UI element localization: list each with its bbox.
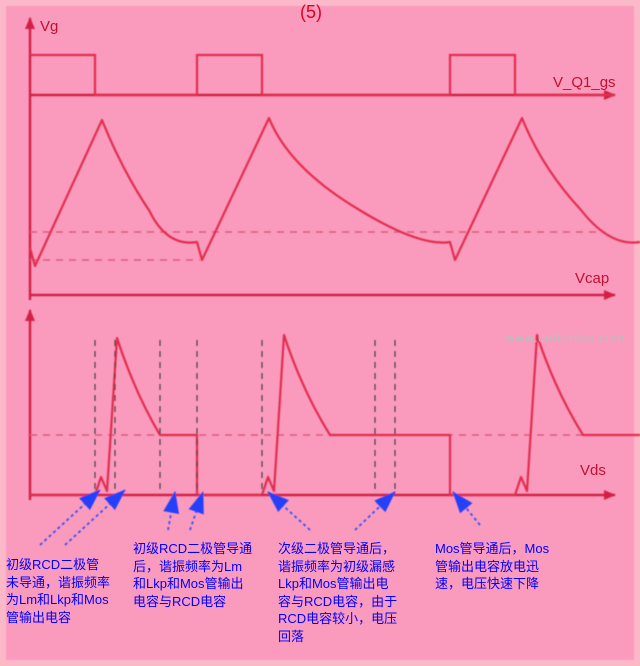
annotation-3: 次级二极管导通后， 谐振频率为初级漏感 Lkp和Mos管输出电 容与RCD电容，… [278, 540, 397, 645]
label-vg: Vg [40, 18, 58, 35]
annotation-2: 初级RCD二极管导通 后，谐振频率为Lm 和Lkp和Mos管输出 电容与RCD电… [133, 540, 252, 610]
annotation-4: Mos管导通后，Mos 管输出电容放电迅 速，电压快速下降 [435, 540, 549, 593]
label-vds: Vds [580, 462, 606, 479]
annotation-1: 初级RCD二极管 未导通，谐振频率 为Lm和Lkp和Mos 管输出电容 [6, 556, 110, 626]
label-vcap: Vcap [575, 270, 609, 287]
figure-title: (5) [300, 2, 322, 23]
label-vq1gs: V_Q1_gs [553, 74, 616, 91]
watermark: www.cntronics.com [505, 330, 625, 345]
